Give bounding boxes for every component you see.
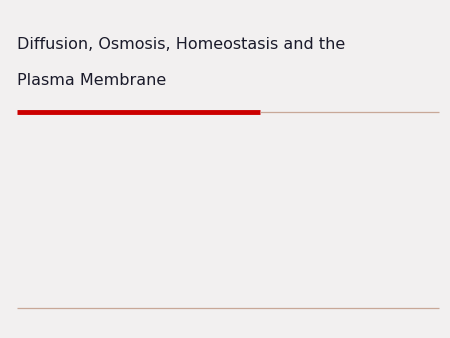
- Text: Diffusion, Osmosis, Homeostasis and the: Diffusion, Osmosis, Homeostasis and the: [17, 38, 345, 52]
- Text: Plasma Membrane: Plasma Membrane: [17, 73, 166, 88]
